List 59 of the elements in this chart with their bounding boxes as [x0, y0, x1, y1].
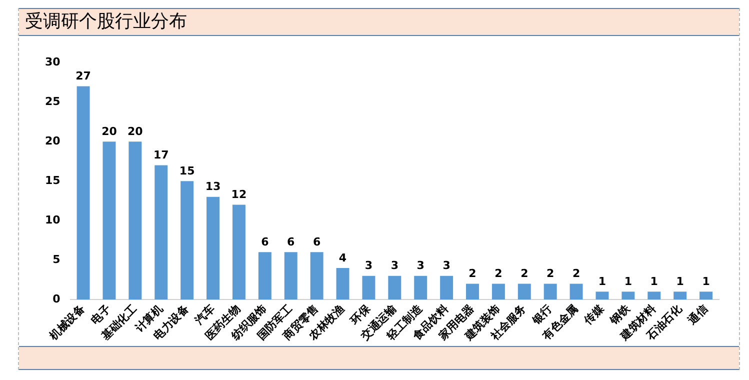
data-label: 1: [624, 275, 632, 288]
bar: [388, 276, 402, 300]
bar: [414, 276, 428, 300]
bar: [700, 292, 713, 300]
data-label: 3: [442, 259, 450, 272]
data-label: 20: [128, 124, 144, 138]
x-tick-label: 传媒: [580, 301, 608, 328]
chart-title: 受调研个股行业分布: [19, 8, 739, 36]
bar: [648, 292, 661, 300]
x-tick-label: 通信: [684, 302, 710, 328]
bar: [102, 142, 116, 300]
data-label: 6: [287, 236, 296, 249]
data-label: 2: [520, 267, 528, 280]
bar: [492, 284, 505, 300]
bar: [518, 284, 531, 300]
bar: [596, 292, 609, 300]
data-label: 1: [702, 275, 710, 288]
bar: [466, 284, 479, 300]
bar: [180, 181, 194, 300]
bar: [674, 292, 687, 300]
bar: [154, 165, 168, 300]
bar: [258, 252, 272, 300]
bar: [232, 204, 246, 300]
y-tick-label: 5: [52, 252, 60, 266]
data-label: 13: [205, 180, 221, 194]
bar: [76, 86, 90, 300]
y-tick-label: 25: [44, 94, 60, 108]
data-label: 6: [261, 236, 270, 249]
bar: [310, 252, 324, 300]
data-label: 3: [416, 259, 424, 272]
data-label: 27: [76, 70, 91, 83]
data-label: 2: [468, 267, 476, 280]
y-tick-label: 15: [44, 174, 60, 187]
bar: [362, 276, 376, 300]
bar: [544, 284, 557, 300]
data-label: 20: [102, 124, 118, 138]
bar: [206, 196, 220, 300]
data-label: 17: [153, 148, 169, 162]
data-label: 6: [312, 236, 321, 249]
data-label: 2: [494, 267, 502, 280]
bar: [284, 252, 298, 300]
bar: [622, 292, 635, 300]
bar: [336, 268, 350, 300]
bar: [440, 276, 454, 300]
data-label: 2: [572, 267, 580, 280]
data-label: 1: [650, 275, 658, 288]
data-label: 3: [364, 259, 373, 272]
y-tick-label: 20: [44, 134, 61, 148]
data-label: 3: [390, 259, 398, 272]
y-tick-label: 10: [44, 213, 61, 226]
data-label: 4: [338, 251, 347, 264]
bar: [570, 284, 583, 300]
y-tick-label: 30: [44, 55, 61, 68]
data-label: 15: [179, 164, 195, 178]
data-label: 1: [676, 275, 684, 288]
data-label: 2: [546, 267, 554, 280]
data-label: 12: [231, 188, 247, 202]
bar: [128, 142, 142, 300]
data-label: 1: [598, 275, 606, 288]
